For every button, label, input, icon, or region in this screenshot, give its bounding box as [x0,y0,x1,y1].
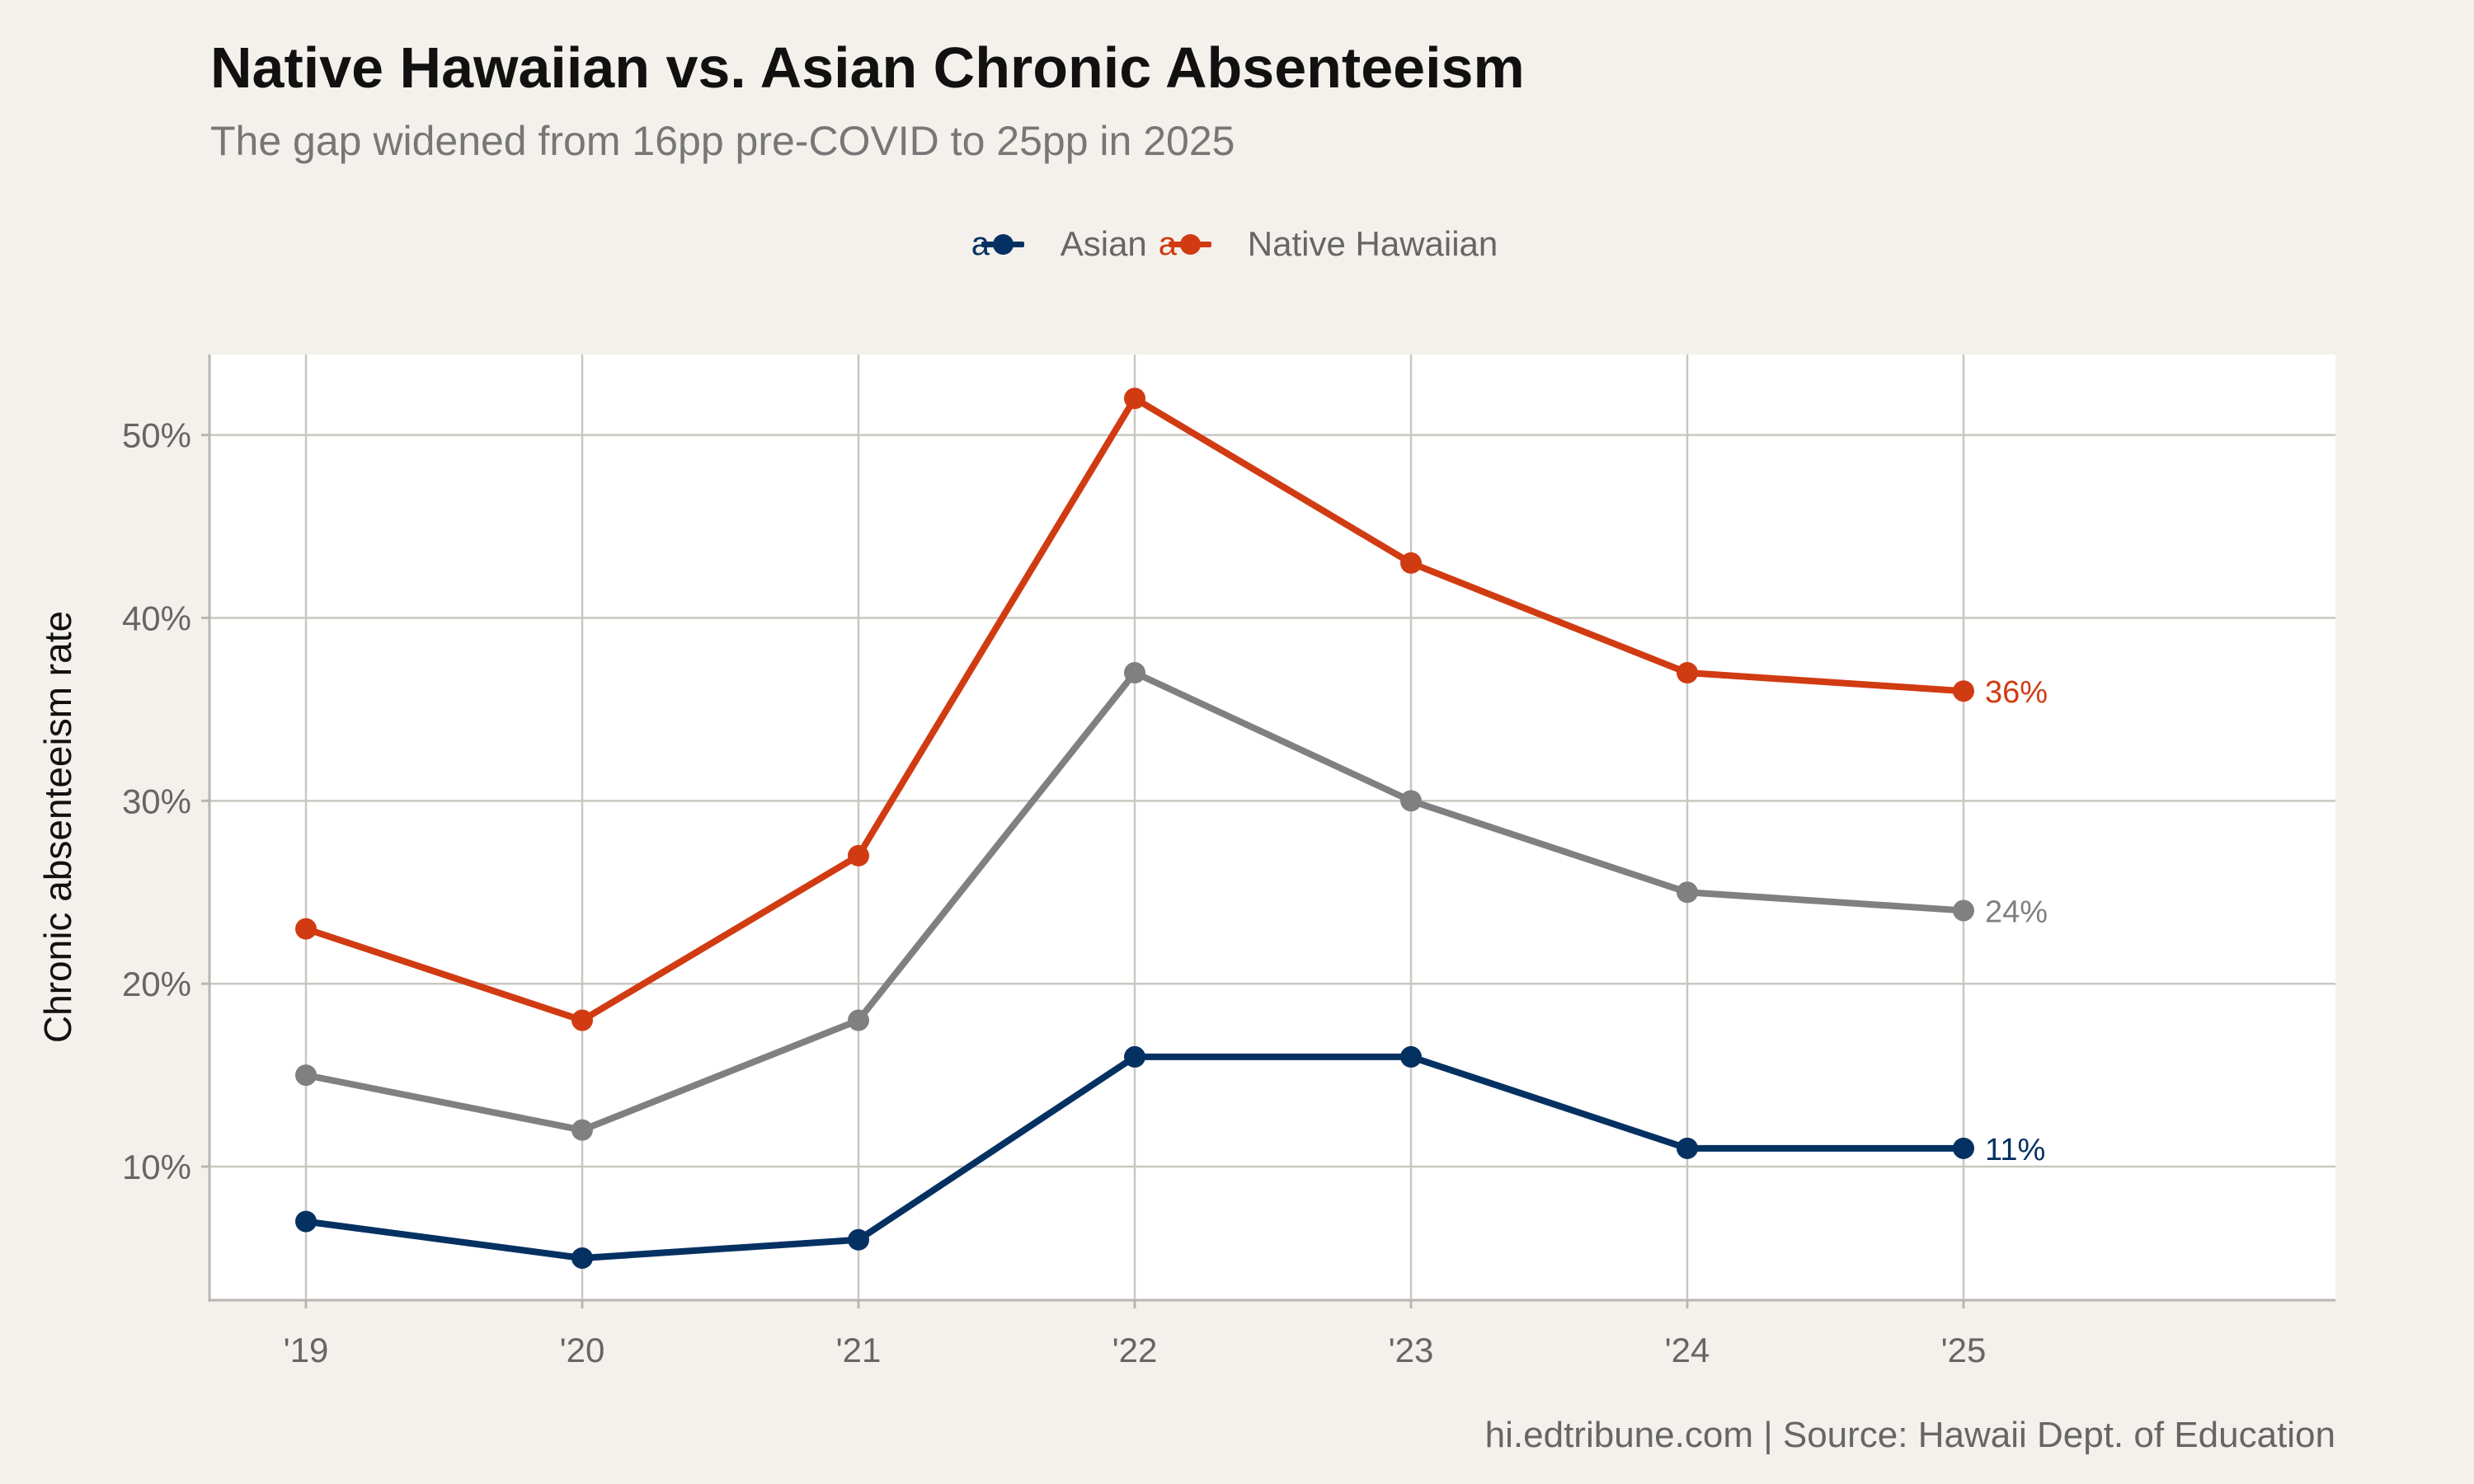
chart-subtitle: The gap widened from 16pp pre-COVID to 2… [210,118,1235,164]
data-point [1953,899,1974,922]
data-point [295,918,317,940]
data-point [571,1247,593,1269]
x-tick-label: '22 [1112,1331,1158,1369]
x-tick-label: '24 [1665,1331,1710,1369]
legend-key-asian: a [971,224,1029,264]
end-value-label: 36% [1985,675,2048,710]
y-tick-label: 40% [122,599,191,637]
y-tick-label: 50% [122,416,191,455]
legend-label-asian: Asian [1060,224,1147,263]
y-tick-label: 30% [122,782,191,820]
chart-legend: a Asian a Native Hawaiian [0,224,2474,264]
data-point [848,1228,869,1251]
legend-key-native-hawaiian: a [1159,224,1216,264]
end-value-label: 11% [1985,1133,2045,1167]
data-point [1953,680,1974,702]
x-tick-label: '23 [1389,1331,1434,1369]
data-point [1677,662,1698,684]
data-point [571,1009,593,1031]
chart-title: Native Hawaiian vs. Asian Chronic Absent… [210,35,1525,100]
data-point [295,1210,317,1233]
end-value-label: 24% [1985,895,2048,929]
data-point [1677,881,1698,904]
data-point [848,1009,869,1031]
x-tick-label: '19 [284,1331,329,1369]
x-tick-label: '21 [836,1331,882,1369]
data-point [1400,552,1422,574]
plot-panel [209,355,2335,1300]
data-point [1400,1045,1422,1068]
data-point [848,844,869,866]
data-point [1124,387,1145,410]
y-tick-label: 20% [122,965,191,1003]
source-caption: hi.edtribune.com | Source: Hawaii Dept. … [1484,1415,2335,1455]
data-point [1400,790,1422,812]
legend-item-native-hawaiian: a Native Hawaiian [1159,224,1498,264]
data-point [295,1064,317,1087]
data-point [1124,1045,1145,1068]
x-tick-label: '25 [1941,1331,1987,1369]
legend-label-native-hawaiian: Native Hawaiian [1247,224,1498,263]
data-point [1124,662,1145,684]
legend-item-asian: a Asian [971,224,1147,264]
data-point [1953,1137,1974,1159]
data-point [571,1119,593,1141]
y-tick-label: 10% [122,1148,191,1186]
y-axis-title: Chronic absenteeism rate [36,611,79,1043]
data-point [1677,1137,1698,1159]
x-tick-label: '20 [560,1331,605,1369]
